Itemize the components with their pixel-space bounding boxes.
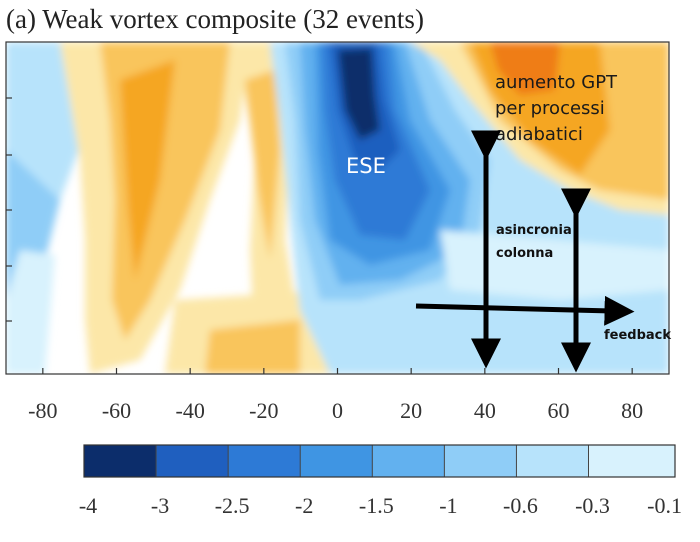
colorbar-tick-label: -2 (295, 493, 313, 518)
colorbar-cells (84, 445, 675, 477)
colorbar-cell (84, 445, 157, 477)
contour-band (205, 320, 300, 374)
colorbar-cell (588, 445, 675, 477)
colorbar-labels: -4 -3 -2.5 -2 -1.5 -1 -0.6 -0.3 -0.1 (79, 493, 682, 518)
gpt-label-line2: per processi (495, 98, 605, 119)
ese-label: ESE (346, 154, 386, 178)
colorbar-tick-label: -3 (151, 493, 169, 518)
colorbar-cell (228, 445, 301, 477)
x-tick-label: 80 (621, 398, 643, 423)
colorbar-cell (516, 445, 589, 477)
colorbar-frame (83, 444, 676, 478)
colorbar-cell (444, 445, 517, 477)
heatmap-panel: -80 -60 -40 -20 0 20 40 60 80 (5, 41, 670, 423)
feedback-label: feedback (604, 328, 671, 343)
colorbar: -4 -3 -2.5 -2 -1.5 -1 -0.6 -0.3 -0.1 (79, 444, 682, 518)
contour-shapes (6, 42, 669, 374)
colorbar-cell (372, 445, 445, 477)
colorbar-tick-label: -0.6 (503, 493, 538, 518)
gpt-label-line1: aumento GPT (495, 72, 618, 93)
colorbar-tick-label: -4 (79, 493, 97, 518)
annotation-layer: ESE aumento GPT per processi adiabatici … (346, 72, 671, 373)
contour-band (120, 60, 175, 280)
x-tick-label: -80 (28, 398, 57, 423)
colorbar-cell (156, 445, 229, 477)
colorbar-tick-label: -1.5 (359, 493, 394, 518)
x-axis-ticks: -80 -60 -40 -20 0 20 40 60 80 (28, 368, 643, 423)
gpt-label-line3: adiabatici (495, 124, 583, 145)
x-tick-label: -20 (249, 398, 278, 423)
colorbar-tick-label: -0.1 (647, 493, 682, 518)
colorbar-tick-label: -2.5 (215, 493, 250, 518)
contour-band (490, 42, 560, 95)
y-axis-ticks (6, 97, 12, 322)
feedback-arrow (415, 295, 635, 326)
contour-field (6, 42, 669, 374)
x-tick-label: -60 (102, 398, 131, 423)
asincronia-label-line1: asincronia (496, 223, 572, 238)
chart-title: (a) Weak vortex composite (32 events) (6, 4, 424, 34)
x-tick-label: 60 (548, 398, 570, 423)
colorbar-tick-label: -0.3 (575, 493, 610, 518)
contour-band (245, 70, 280, 260)
x-tick-label: 40 (474, 398, 496, 423)
x-tick-label: -40 (176, 398, 205, 423)
x-tick-label: 20 (400, 398, 422, 423)
contour-band (6, 250, 55, 374)
colorbar-tick-label: -1 (439, 493, 457, 518)
asincronia-label-line2: colonna (496, 246, 553, 261)
x-tick-label: 0 (332, 398, 343, 423)
colorbar-cell (300, 445, 373, 477)
contour-band (338, 48, 380, 140)
